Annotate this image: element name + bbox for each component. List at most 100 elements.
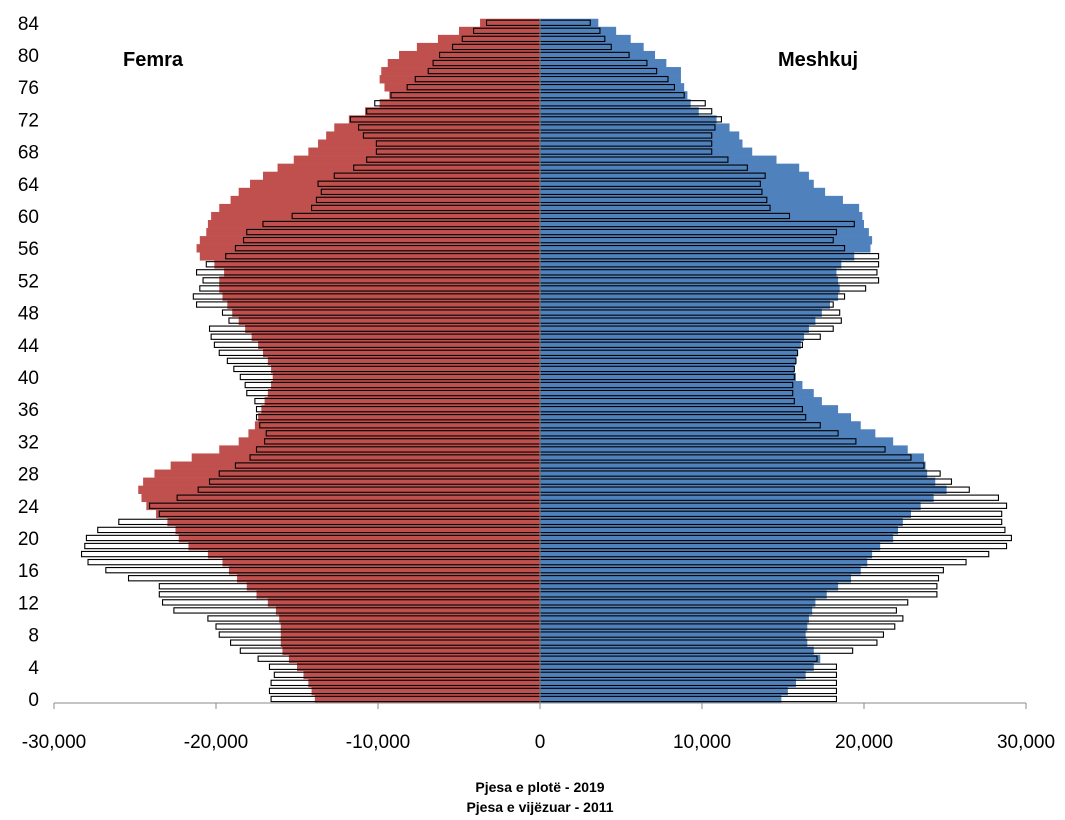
y-tick-label: 52 — [18, 271, 39, 292]
bar-male-2019 — [540, 18, 599, 28]
bar-female-2019 — [191, 453, 540, 462]
x-tick-labels: -30,000 -20,000 -10,000 0 10,000 20,000 30,000 — [22, 732, 1055, 753]
bar-female-2019 — [175, 525, 540, 535]
bar-female-2019 — [480, 18, 540, 28]
y-tick-label: 0 — [28, 690, 39, 711]
bar-female-2019 — [214, 260, 540, 269]
bar-female-2019 — [222, 558, 541, 567]
bar-male-2019 — [540, 622, 808, 631]
bar-male-2019 — [540, 445, 908, 454]
y-tick-label: 20 — [18, 529, 39, 550]
bar-male-2019 — [540, 381, 803, 390]
bar-female-2019 — [437, 34, 540, 44]
bar-male-2019 — [540, 131, 740, 140]
bar-female-2019 — [311, 686, 540, 696]
bar-female-2019 — [288, 654, 540, 664]
bar-male-2019 — [540, 228, 869, 237]
bar-female-2019 — [267, 356, 540, 366]
bar-male-2019 — [540, 606, 813, 615]
bar-female-2019 — [238, 437, 540, 446]
bar-female-2019 — [308, 678, 540, 688]
bar-male-2019 — [540, 99, 691, 108]
bar-male-2019 — [540, 638, 808, 647]
bar-female-2019 — [154, 469, 540, 478]
bars-2019 — [138, 18, 947, 704]
bar-female-2019 — [267, 389, 540, 398]
bar-male-2019 — [540, 115, 717, 124]
note-2011: Pjesa e vijëzuar - 2011 — [466, 799, 613, 815]
bar-male-2019 — [540, 509, 911, 519]
bar-male-2019 — [540, 83, 685, 92]
bar-male-2019 — [540, 195, 843, 205]
bar-male-2019 — [540, 630, 806, 639]
bar-female-2019 — [141, 493, 541, 503]
bar-male-2019 — [540, 171, 809, 181]
y-tick-label: 60 — [18, 207, 39, 228]
bar-male-2019 — [540, 372, 796, 382]
bar-male-2019 — [540, 316, 816, 325]
x-tick-label: 0 — [535, 732, 546, 753]
bar-male-2019 — [540, 179, 814, 189]
bar-female-2019 — [178, 533, 541, 543]
bar-male-2019 — [540, 574, 852, 583]
bar-female-2019 — [227, 300, 540, 309]
bar-female-2019 — [293, 155, 540, 164]
bar-male-2019 — [540, 678, 796, 688]
bar-male-2019 — [540, 694, 782, 704]
bar-female-2019 — [248, 429, 540, 438]
bar-female-2019 — [246, 582, 540, 591]
bar-female-2019 — [254, 421, 540, 430]
y-tick-label: 4 — [28, 658, 39, 679]
bar-male-2019 — [540, 42, 644, 52]
axes — [53, 18, 1027, 709]
bar-male-2019 — [540, 308, 822, 317]
y-tick-label: 80 — [18, 46, 39, 67]
bar-male-2019 — [540, 75, 681, 84]
bar-male-2019 — [540, 155, 777, 164]
bar-male-2019 — [540, 389, 814, 398]
y-tick-label: 32 — [18, 432, 39, 453]
bar-female-2019 — [381, 67, 540, 76]
bar-female-2019 — [258, 340, 540, 350]
y-tick-label: 44 — [18, 336, 40, 357]
bar-male-2019 — [540, 405, 839, 414]
bar-female-2019 — [271, 364, 540, 374]
y-tick-label: 72 — [18, 110, 39, 131]
x-tick-label: -20,000 — [184, 732, 248, 753]
bar-male-2019 — [540, 582, 839, 591]
bar-male-2019 — [540, 123, 730, 132]
bar-female-2019 — [280, 622, 540, 631]
bar-male-2019 — [540, 324, 809, 333]
bar-male-2019 — [540, 670, 806, 680]
bar-male-2019 — [540, 477, 936, 486]
bar-female-2019 — [219, 445, 541, 454]
bar-male-2019 — [540, 654, 821, 664]
bar-female-2019 — [459, 26, 540, 36]
bar-female-2019 — [228, 566, 540, 575]
bar-female-2019 — [318, 139, 540, 148]
bar-female-2019 — [384, 83, 540, 92]
bar-female-2019 — [250, 179, 540, 189]
bar-female-2019 — [277, 163, 540, 172]
bar-female-2019 — [275, 606, 540, 615]
y-tick-labels: 0481216202428323640444852566064687276808… — [18, 14, 40, 711]
bar-male-2019 — [540, 429, 876, 438]
male-label: Meshkuj — [778, 49, 858, 71]
bar-female-2019 — [282, 646, 540, 655]
bar-female-2019 — [379, 75, 540, 84]
bar-female-2019 — [264, 397, 540, 406]
bar-male-2019 — [540, 50, 656, 60]
bar-male-2019 — [540, 566, 861, 575]
y-tick-label: 40 — [18, 368, 39, 389]
bar-female-2019 — [238, 187, 540, 197]
y-tick-label: 68 — [18, 143, 39, 164]
bar-female-2019 — [387, 59, 540, 68]
bar-male-2019 — [540, 485, 947, 494]
bar-female-2019 — [348, 115, 540, 124]
bar-male-2019 — [540, 525, 899, 535]
bar-male-2019 — [540, 662, 814, 672]
bar-female-2019 — [230, 195, 540, 205]
bar-female-2019 — [238, 316, 540, 325]
bar-female-2019 — [206, 228, 540, 237]
